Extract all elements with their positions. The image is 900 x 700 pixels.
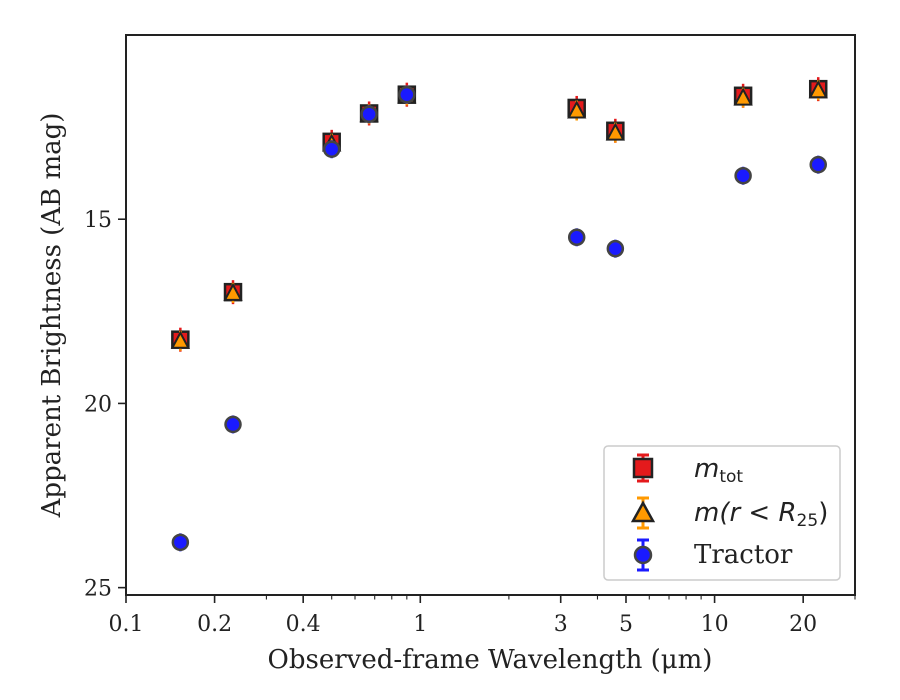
data-point-circle <box>171 533 190 552</box>
x-tick-label: 10 <box>701 612 729 637</box>
data-point-circle <box>734 166 752 185</box>
x-tick-label: 3 <box>554 612 568 637</box>
data-point-circle <box>322 140 341 158</box>
x-axis-label: Observed-frame Wavelength (μm) <box>268 645 713 675</box>
x-tick-label: 1 <box>413 612 427 637</box>
legend-box <box>603 445 841 581</box>
series-tractor <box>171 85 827 552</box>
legend-label-r25: m(r < R25) <box>694 498 828 531</box>
series-m-r-r25 <box>170 80 828 351</box>
legend-marker-tractor <box>633 538 653 572</box>
y-tick-label: 20 <box>84 392 112 417</box>
y-axis-label: Apparent Brightness (AB mag) <box>37 113 67 519</box>
data-point-circle <box>809 155 827 174</box>
data-point-circle <box>606 239 625 258</box>
data-point-triangle <box>567 100 587 119</box>
legend-label-tractor: Tractor <box>694 540 793 570</box>
legend-label-tot: mtot <box>694 454 743 487</box>
x-tick-label: 0.2 <box>197 612 232 637</box>
data-point-triangle <box>808 80 828 99</box>
data-point-circle <box>398 85 416 104</box>
x-tick-label: 20 <box>789 612 817 637</box>
data-point-circle <box>360 105 378 123</box>
y-tick-label: 15 <box>84 208 112 233</box>
plot-frame <box>125 34 856 596</box>
data-point-triangle <box>605 122 626 141</box>
data-point-triangle <box>223 282 243 301</box>
data-point-circle <box>224 415 242 434</box>
axis-ticks: 0.1 0.2 0.4 1 3 5 10 20 15 20 25 <box>84 208 856 637</box>
data-point-triangle <box>733 87 753 106</box>
legend-marker-r25 <box>630 496 656 530</box>
series-m-tot <box>171 77 828 352</box>
plot-marks <box>170 77 828 552</box>
legend: mtot m(r < R25) Tractor <box>603 445 841 581</box>
data-point-triangle <box>170 330 191 349</box>
x-tick-label: 0.1 <box>109 612 144 637</box>
legend-marker-tot <box>632 453 654 483</box>
x-tick-label: 5 <box>619 612 633 637</box>
y-tick-label: 25 <box>84 577 112 602</box>
data-point-circle <box>567 228 586 247</box>
x-tick-label: 0.4 <box>286 612 321 637</box>
